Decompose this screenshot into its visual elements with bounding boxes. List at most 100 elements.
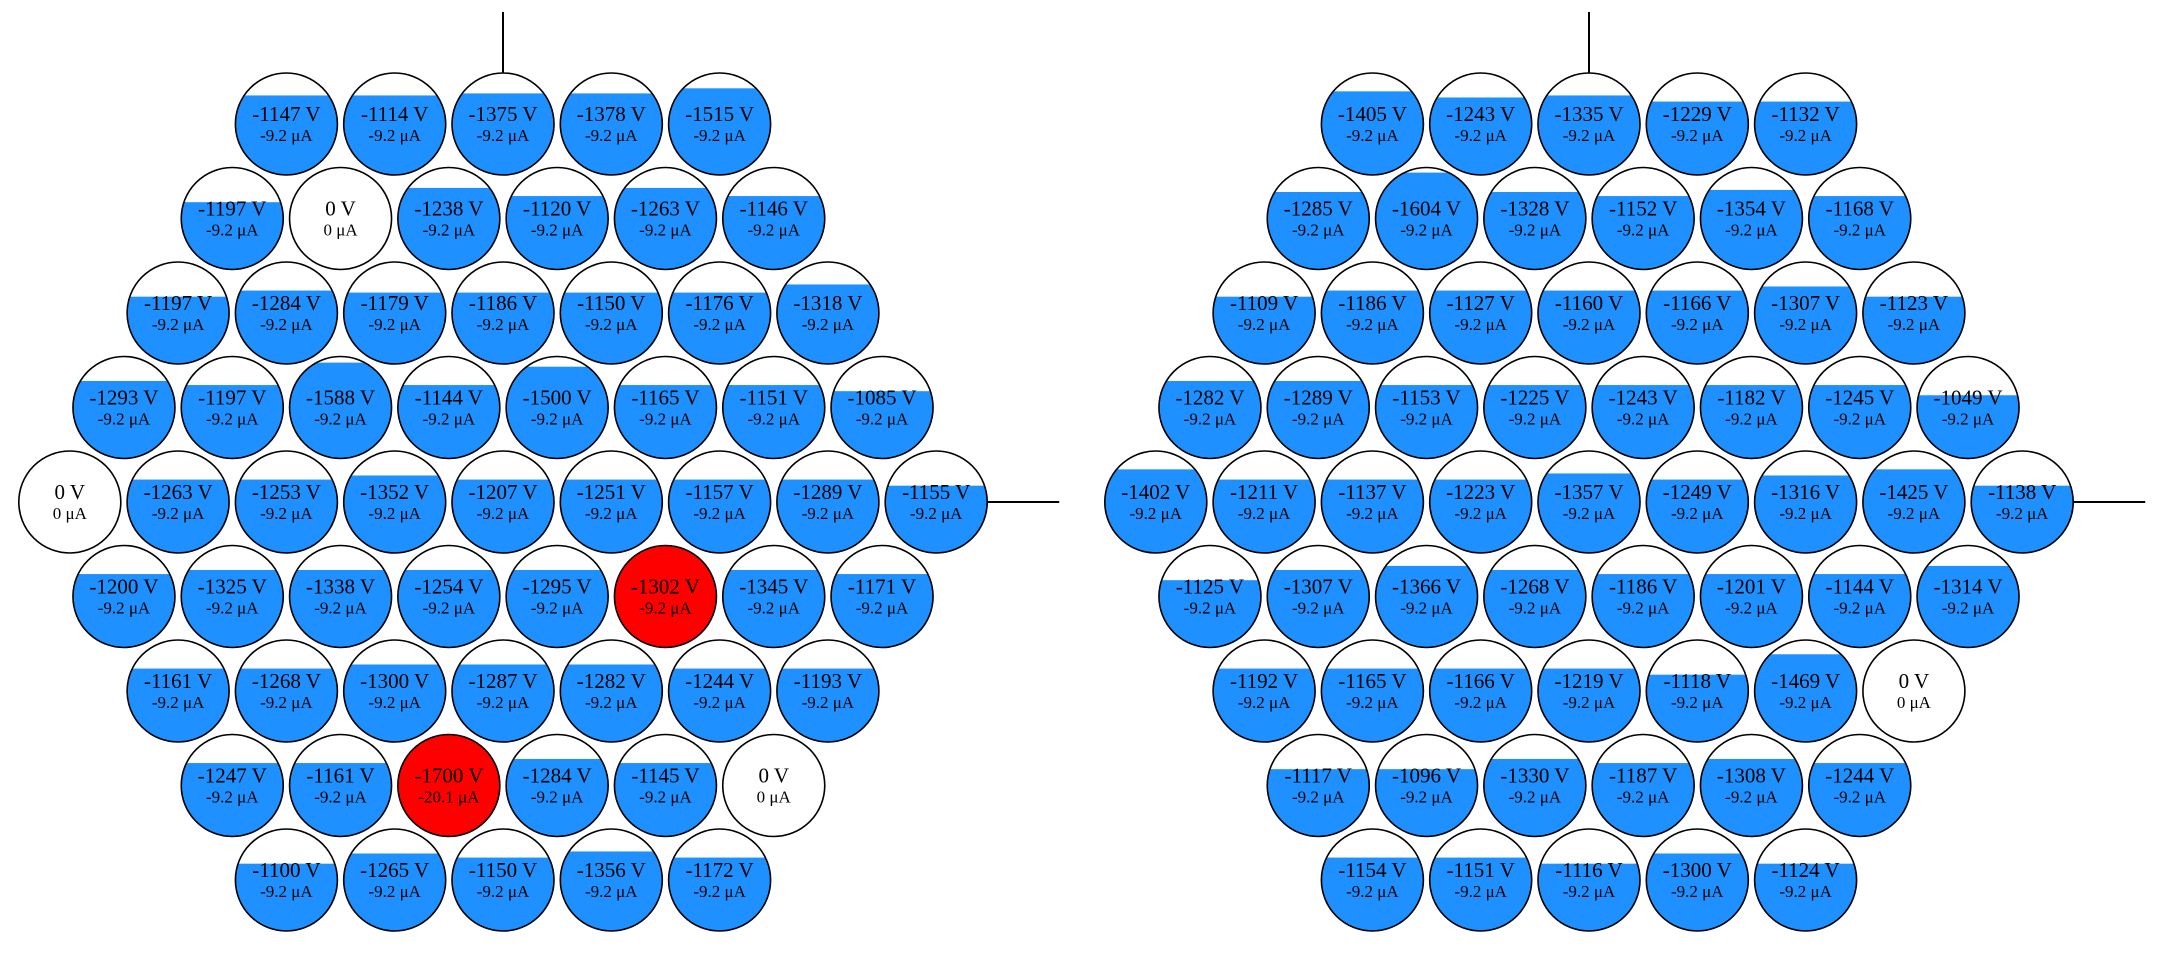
- voltage-label: -1289 V: [793, 480, 862, 504]
- current-label: -9.2 μA: [856, 410, 909, 429]
- voltage-label: -1125 V: [1176, 575, 1244, 599]
- sensor-cell: -1229 V-9.2 μA: [1645, 72, 1750, 176]
- current-label: -9.2 μA: [1454, 504, 1507, 523]
- sensor-cell: -1357 V-9.2 μA: [1537, 450, 1641, 554]
- sensor-cell: -1179 V-9.2 μA: [342, 261, 447, 365]
- voltage-label: -1338 V: [306, 575, 375, 599]
- sensor-cell: -1604 V-9.2 μA: [1374, 166, 1479, 271]
- sensor-cell-outline: [451, 261, 555, 365]
- sensor-cell: -1268 V-9.2 μA: [1483, 544, 1587, 649]
- sensor-cell: -1154 V-9.2 μA: [1320, 828, 1425, 932]
- voltage-label: -1328 V: [1500, 197, 1569, 221]
- current-label: -9.2 μA: [477, 882, 530, 901]
- current-label: -9.2 μA: [1509, 221, 1562, 240]
- voltage-label: -1154 V: [1338, 858, 1406, 882]
- sensor-cell-outline: [1428, 450, 1533, 554]
- voltage-label: -1161 V: [144, 669, 212, 693]
- current-label: -9.2 μA: [260, 882, 313, 901]
- sensor-cell-outline: [1212, 450, 1316, 554]
- sensor-cell: -1197 V-9.2 μA: [180, 355, 285, 460]
- voltage-label: -1249 V: [1663, 480, 1732, 504]
- sensor-cell: -1251 V-9.2 μA: [559, 450, 664, 554]
- voltage-label: -1120 V: [523, 197, 591, 221]
- voltage-label: -1200 V: [89, 575, 158, 599]
- sensor-cell: -1328 V-9.2 μA: [1483, 166, 1587, 271]
- sensor-cell: -1150 V-9.2 μA: [451, 828, 555, 932]
- sensor-cell-outline: [1483, 355, 1587, 460]
- current-label: -9.2 μA: [1779, 504, 1832, 523]
- sensor-cell-outline: [830, 544, 934, 649]
- voltage-label: -1229 V: [1663, 102, 1732, 126]
- current-label: 0 μA: [1897, 693, 1932, 712]
- sensor-cell: -1085 V-9.2 μA: [830, 355, 934, 460]
- sensor-cell-outline: [18, 450, 122, 554]
- voltage-label: -1172 V: [685, 858, 753, 882]
- current-label: -9.2 μA: [639, 788, 692, 807]
- current-label: -9.2 μA: [1888, 315, 1941, 334]
- voltage-label: -1469 V: [1771, 669, 1840, 693]
- voltage-label: -1604 V: [1392, 197, 1461, 221]
- voltage-label: -1211 V: [1230, 480, 1298, 504]
- voltage-label: -1253 V: [252, 480, 321, 504]
- sensor-cell: -1132 V-9.2 μA: [1753, 72, 1858, 176]
- sensor-cell-outline: [1753, 639, 1858, 743]
- sensor-cell-outline: [559, 72, 664, 176]
- sensor-cell-outline: [180, 355, 285, 460]
- sensor-cell: -1284 V-9.2 μA: [234, 261, 339, 365]
- sensor-cell-outline: [451, 828, 555, 932]
- voltage-label: -1150 V: [577, 291, 645, 315]
- current-label: -9.2 μA: [585, 315, 638, 334]
- current-label: -9.2 μA: [585, 882, 638, 901]
- current-label: -9.2 μA: [693, 504, 746, 523]
- sensor-cell-outline: [288, 166, 393, 271]
- current-label: -9.2 μA: [802, 315, 855, 334]
- sensor-cell-outline: [1753, 450, 1858, 554]
- current-label: -9.2 μA: [1671, 315, 1724, 334]
- sensor-cell: -1243 V-9.2 μA: [1591, 355, 1695, 460]
- voltage-label: -1700 V: [414, 764, 483, 788]
- current-label: -9.2 μA: [1942, 599, 1995, 618]
- sensor-cell-outline: [1645, 450, 1750, 554]
- voltage-label: 0 V: [1899, 669, 1930, 693]
- voltage-label: -1166 V: [1447, 669, 1515, 693]
- current-label: -9.2 μA: [747, 410, 800, 429]
- sensor-cell: -1316 V-9.2 μA: [1753, 450, 1858, 554]
- current-label: -9.2 μA: [1942, 410, 1995, 429]
- current-label: -9.2 μA: [1779, 882, 1832, 901]
- current-label: -9.2 μA: [1346, 504, 1399, 523]
- sensor-cell-outline: [234, 261, 339, 365]
- sensor-cell: -1338 V-9.2 μA: [288, 544, 393, 649]
- sensor-cell: -1168 V-9.2 μA: [1807, 166, 1912, 271]
- voltage-label: -1176 V: [685, 291, 753, 315]
- current-label: -9.2 μA: [314, 410, 367, 429]
- current-label: -9.2 μA: [531, 788, 584, 807]
- current-label: -9.2 μA: [1671, 693, 1724, 712]
- sensor-cell-outline: [1807, 544, 1912, 649]
- sensor-cell: -1127 V-9.2 μA: [1428, 261, 1533, 365]
- current-label: -9.2 μA: [477, 315, 530, 334]
- voltage-label: -1144 V: [415, 386, 483, 410]
- sensor-cell-outline: [1807, 355, 1912, 460]
- sensor-cell: -1500 V-9.2 μA: [505, 355, 609, 460]
- current-label: -9.2 μA: [1238, 504, 1291, 523]
- sensor-cell-outline: [1374, 166, 1479, 271]
- voltage-label: -1127 V: [1447, 291, 1515, 315]
- sensor-cell: -1150 V-9.2 μA: [559, 261, 664, 365]
- voltage-label: -1150 V: [469, 858, 537, 882]
- current-label: -9.2 μA: [802, 504, 855, 523]
- current-label: -9.2 μA: [1292, 410, 1345, 429]
- voltage-label: -1293 V: [89, 386, 158, 410]
- voltage-label: -1160 V: [1555, 291, 1623, 315]
- sensor-cell: -1289 V-9.2 μA: [1266, 355, 1371, 460]
- voltage-label: -1316 V: [1771, 480, 1840, 504]
- voltage-label: -1179 V: [361, 291, 429, 315]
- sensor-cell-bg: [18, 451, 121, 553]
- voltage-label: -1096 V: [1392, 764, 1461, 788]
- sensor-cell: -1356 V-9.2 μA: [559, 828, 664, 932]
- voltage-label: -1152 V: [1609, 197, 1677, 221]
- sensor-cell: -1318 V-9.2 μA: [776, 261, 880, 365]
- sensor-cell: -1151 V-9.2 μA: [1428, 828, 1533, 932]
- sensor-cell-outline: [830, 355, 934, 460]
- sensor-cell: -1314 V-9.2 μA: [1916, 544, 2020, 649]
- current-label: -9.2 μA: [1779, 315, 1832, 334]
